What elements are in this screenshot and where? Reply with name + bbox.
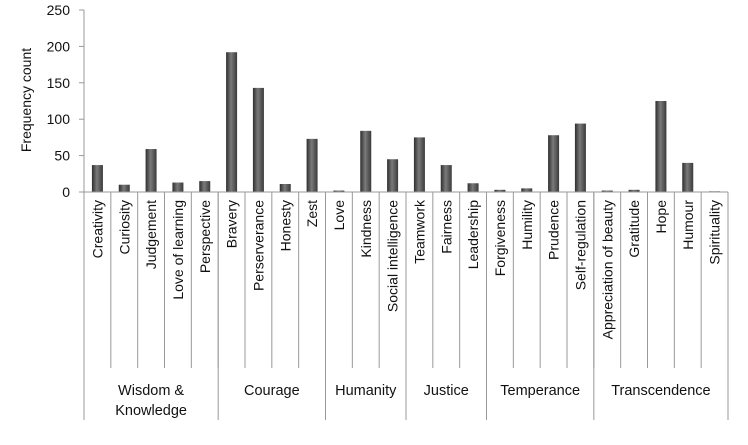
bar: [333, 190, 345, 192]
group-label: Transcendence: [611, 383, 710, 399]
category-label: Judgement: [143, 200, 159, 269]
bar: [226, 52, 238, 192]
category-label: Self-regulation: [572, 200, 588, 290]
bar: [91, 165, 103, 192]
axes: [83, 10, 729, 420]
bar: [682, 162, 694, 192]
y-axis-ticks: 0 50 100 150 200 250: [47, 2, 84, 200]
bar: [521, 188, 533, 192]
y-axis-label: Frequency count: [18, 48, 34, 152]
category-label: Creativity: [89, 200, 105, 258]
group-label: Knowledge: [115, 403, 187, 419]
category-label: Love: [331, 200, 347, 231]
category-label: Appreciation of beauty: [599, 200, 615, 339]
bar: [306, 138, 318, 192]
category-labels: Creativity Curiosity Judgement Love of lear…: [89, 199, 722, 339]
bar: [574, 123, 586, 192]
y-tick-label: 250: [47, 2, 71, 18]
bar: [199, 181, 211, 192]
bar: [387, 159, 399, 192]
bar: [601, 190, 613, 192]
category-label: Bravery: [224, 200, 240, 248]
category-label: Zest: [304, 200, 320, 227]
bar: [145, 149, 157, 192]
group-label: Humanity: [335, 383, 397, 399]
category-label: Humility: [519, 200, 535, 250]
category-label: Humour: [680, 200, 696, 250]
category-label: Gratitude: [626, 200, 642, 258]
bar: [467, 183, 479, 192]
category-label: Leadership: [465, 200, 481, 269]
bars: [91, 52, 721, 192]
category-label: Social intelligence: [385, 200, 401, 312]
group-label: Justice: [424, 383, 469, 399]
bar: [655, 101, 667, 192]
category-label: Perspective: [197, 200, 213, 273]
y-tick-label: 200: [47, 38, 71, 54]
y-tick-label: 0: [62, 184, 70, 200]
category-label: Forgiveness: [492, 200, 508, 276]
bar: [413, 137, 425, 192]
bar: [494, 189, 506, 192]
category-label: Fairness: [438, 200, 454, 254]
category-label: Curiosity: [116, 200, 132, 254]
group-labels: Wisdom & Knowledge Courage Humanity Justice T…: [115, 383, 710, 419]
y-tick-label: 100: [47, 111, 71, 127]
bar: [440, 165, 452, 192]
category-label: Love of learning: [170, 200, 186, 300]
bar: [172, 182, 184, 192]
category-label: Perserverance: [250, 200, 266, 291]
group-label: Courage: [244, 383, 300, 399]
bar: [279, 183, 291, 192]
category-label: Kindness: [358, 200, 374, 258]
category-label: Teamwork: [411, 199, 427, 264]
category-label: Prudence: [546, 200, 562, 260]
y-tick-label: 50: [54, 148, 70, 164]
bar: [360, 130, 372, 192]
category-label: Spirituality: [707, 200, 723, 265]
bar: [252, 87, 264, 192]
y-tick-label: 150: [47, 75, 71, 91]
group-label: Wisdom &: [118, 383, 184, 399]
bar: [118, 184, 130, 192]
group-label: Temperance: [500, 383, 580, 399]
category-label: Hope: [653, 200, 669, 234]
bar: [628, 189, 640, 192]
bar: [548, 135, 560, 192]
category-label: Honesty: [277, 200, 293, 251]
